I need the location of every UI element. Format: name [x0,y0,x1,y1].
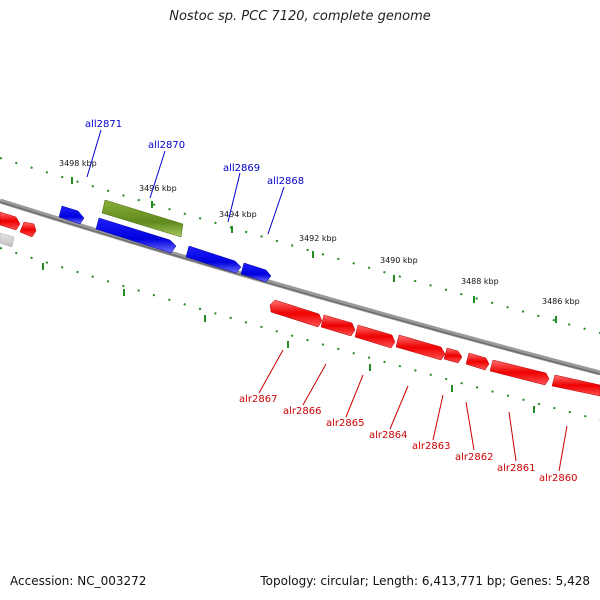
gene-arrow-partial[interactable] [19,221,37,238]
gene-arrow-all2869[interactable] [185,245,242,274]
gene-highlight-bar[interactable] [101,199,184,238]
gene-label-alr2866[interactable]: alr2866 [283,406,321,417]
kbp-label: 3496 kbp [139,184,177,193]
gene-label-alr2861[interactable]: alr2861 [497,463,535,474]
genome-backbone-shade [0,201,600,375]
gene-label-alr2864[interactable]: alr2864 [369,430,407,441]
reverse-leader-lines [86,129,285,235]
kbp-label: 3494 kbp [219,210,257,219]
gene-label-all2870[interactable]: all2870 [148,140,185,151]
gene-arrow-alr2861[interactable] [489,359,550,386]
gene-arrow-alr2866[interactable] [320,314,356,337]
kbp-label: 3498 kbp [59,159,97,168]
gene-arrow-alr2867[interactable] [269,299,323,328]
kbp-label: 3488 kbp [461,277,499,286]
gene-arrow-alr2865[interactable] [354,324,396,349]
gene-arrow-alr2864[interactable] [395,334,446,361]
gene-arrow-all2870[interactable] [95,217,177,254]
gene-label-alr2862[interactable]: alr2862 [455,452,493,463]
gene-arrow-all2868[interactable] [240,262,272,283]
kbp-label: 3486 kbp [542,297,580,306]
forward-leader-lines [258,349,568,472]
gene-arrow-alr2860[interactable] [551,374,600,397]
gene-label-alr2860[interactable]: alr2860 [539,473,577,484]
inner-major-ticks [42,263,535,413]
gene-arrow-alr2862[interactable] [465,352,490,371]
gene-label-alr2863[interactable]: alr2863 [412,441,450,452]
gene-arrow-partial[interactable] [0,232,15,248]
kbp-label: 3490 kbp [380,256,418,265]
gene-arrow-partial[interactable] [0,211,21,231]
gene-label-all2868[interactable]: all2868 [267,176,304,187]
gene-label-all2869[interactable]: all2869 [223,163,260,174]
kbp-label: 3492 kbp [299,234,337,243]
gene-arrow-alr2863[interactable] [443,347,463,364]
gene-label-alr2865[interactable]: alr2865 [326,418,364,429]
outer-major-ticks [71,177,557,323]
gene-label-alr2867[interactable]: alr2867 [239,394,277,405]
gene-arrow-all2871[interactable] [58,205,85,225]
page-title: Nostoc sp. PCC 7120, complete genome [169,9,431,24]
inner-tick-arc [0,247,600,421]
gene-label-all2871[interactable]: all2871 [85,119,122,130]
accession-label: Accession: NC_003272 [10,574,147,588]
genome-summary: Topology: circular; Length: 6,413,771 bp… [260,574,590,588]
genome-backbone [0,198,600,376]
